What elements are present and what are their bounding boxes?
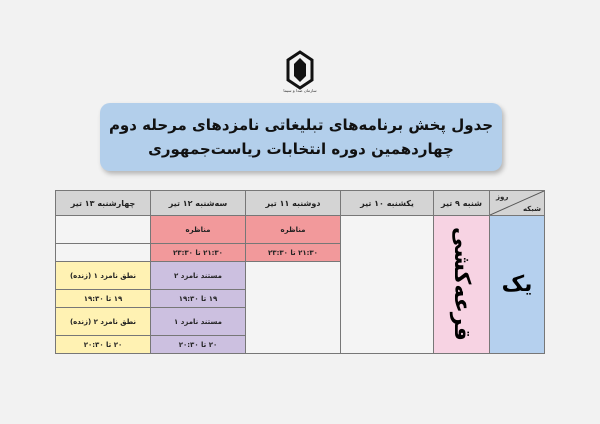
- day-header: دوشنبه ۱۱ تیر: [245, 190, 341, 216]
- monday-empty: [245, 261, 341, 354]
- saturday-cell: قرعه‌کشی: [433, 215, 490, 354]
- tuesday-time: ۲۰ تا ۲۰:۳۰: [150, 335, 246, 354]
- monday-program: مناظره: [245, 215, 341, 244]
- logo-icon: [286, 50, 314, 90]
- logo-caption: سازمان صدا و سیما: [283, 88, 317, 93]
- day-header: سه‌شنبه ۱۲ تیر: [150, 190, 246, 216]
- header-row: روز شبکه شنبه ۹ تیر یکشنبه ۱۰ تیر دوشنبه…: [55, 190, 545, 216]
- wednesday-time: ۱۹ تا ۱۹:۳۰: [55, 289, 151, 308]
- corner-channel: شبکه: [522, 205, 541, 213]
- corner-day: روز: [496, 193, 509, 201]
- wednesday-time: ۲۰ تا ۲۰:۳۰: [55, 335, 151, 354]
- wednesday-program: نطق نامزد ۲ (زنده): [55, 307, 151, 336]
- title-line-2: چهاردهمین دوره انتخابات ریاست‌جمهوری: [148, 140, 454, 158]
- tuesday-program: مناظره: [150, 215, 246, 244]
- page-title: جدول پخش برنامه‌های تبلیغاتی نامزدهای مر…: [100, 103, 502, 171]
- tuesday-time: ۲۱:۳۰ تا ۲۳:۳۰: [150, 243, 246, 262]
- day-header: چهارشنبه ۱۳ تیر: [55, 190, 151, 216]
- monday-time: ۲۱:۳۰ تا ۲۳:۳۰: [245, 243, 341, 262]
- wednesday-program: نطق نامزد ۱ (زنده): [55, 261, 151, 290]
- tuesday-program: مستند نامزد ۱: [150, 307, 246, 336]
- corner-header: روز شبکه: [489, 190, 545, 216]
- tuesday-time: ۱۹ تا ۱۹:۳۰: [150, 289, 246, 308]
- tuesday-program: مستند نامزد ۲: [150, 261, 246, 290]
- draw-label: قرعه‌کشی: [449, 226, 474, 341]
- wednesday-empty: [55, 243, 151, 262]
- sunday-cell: [340, 215, 434, 354]
- day-header: شنبه ۹ تیر: [433, 190, 490, 216]
- day-header: یکشنبه ۱۰ تیر: [340, 190, 434, 216]
- wednesday-empty: [55, 215, 151, 244]
- schedule-table: روز شبکه شنبه ۹ تیر یکشنبه ۱۰ تیر دوشنبه…: [55, 190, 545, 354]
- title-line-1: جدول پخش برنامه‌های تبلیغاتی نامزدهای مر…: [108, 116, 494, 134]
- diagonal-line: [490, 191, 544, 215]
- channel-cell: یک: [489, 215, 545, 354]
